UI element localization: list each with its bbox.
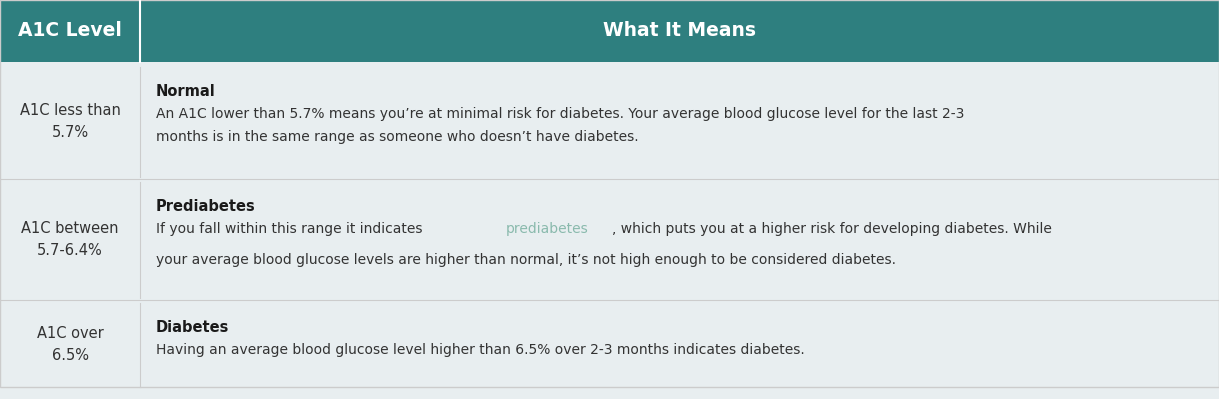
Text: An A1C lower than 5.7% means you’re at minimal risk for diabetes. Your average b: An A1C lower than 5.7% means you’re at m… (156, 107, 964, 144)
Text: If you fall within this range it indicates: If you fall within this range it indicat… (156, 222, 427, 236)
Text: Prediabetes: Prediabetes (156, 199, 256, 214)
Text: prediabetes: prediabetes (506, 222, 589, 236)
FancyBboxPatch shape (140, 182, 1219, 298)
FancyBboxPatch shape (140, 303, 1219, 387)
Text: , which puts you at a higher risk for developing diabetes. While: , which puts you at a higher risk for de… (612, 222, 1052, 236)
Text: Having an average blood glucose level higher than 6.5% over 2-3 months indicates: Having an average blood glucose level hi… (156, 343, 805, 357)
Text: Diabetes: Diabetes (156, 320, 229, 335)
FancyBboxPatch shape (0, 182, 140, 298)
Text: your average blood glucose levels are higher than normal, it’s not high enough t: your average blood glucose levels are hi… (156, 253, 896, 267)
Text: A1C less than
5.7%: A1C less than 5.7% (20, 103, 121, 140)
FancyBboxPatch shape (140, 67, 1219, 177)
Text: Normal: Normal (156, 84, 216, 99)
FancyBboxPatch shape (0, 67, 140, 177)
Text: A1C between
5.7-6.4%: A1C between 5.7-6.4% (22, 221, 118, 259)
Text: A1C Level: A1C Level (18, 22, 122, 40)
FancyBboxPatch shape (0, 0, 1219, 62)
Text: What It Means: What It Means (603, 22, 756, 40)
Text: A1C over
6.5%: A1C over 6.5% (37, 326, 104, 363)
FancyBboxPatch shape (0, 303, 140, 387)
